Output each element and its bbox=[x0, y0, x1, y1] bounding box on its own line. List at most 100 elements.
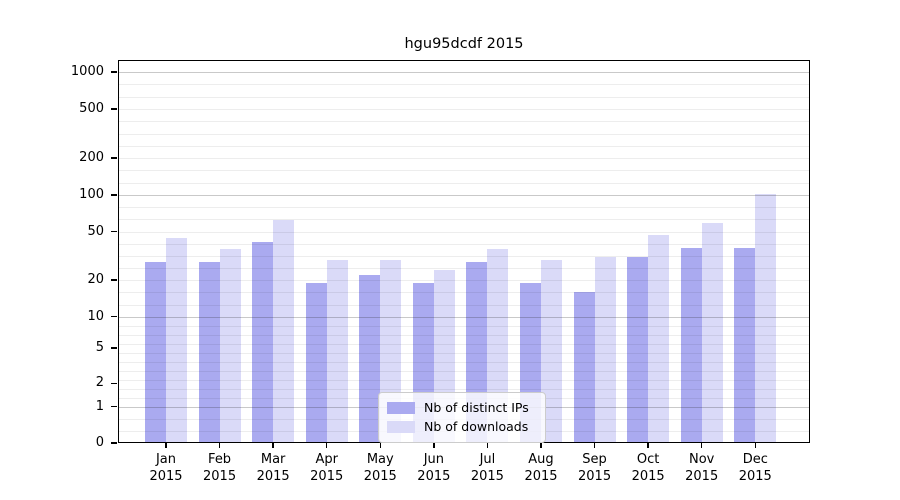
bar-downloads-mar bbox=[273, 220, 295, 443]
x-tick-label: Jan 2015 bbox=[149, 452, 183, 484]
gridline-minor bbox=[118, 96, 810, 98]
x-tick-mark bbox=[218, 443, 221, 448]
gridline-minor bbox=[118, 388, 810, 390]
y-tick-mark bbox=[111, 347, 117, 349]
gridline-minor bbox=[118, 352, 810, 354]
y-tick-mark bbox=[111, 108, 117, 110]
x-tick-mark bbox=[272, 443, 274, 448]
y-tick-label: 1 bbox=[95, 398, 104, 414]
legend-item-distinct-ips: Nb of distinct IPs bbox=[387, 398, 537, 417]
x-tick-label: Sep 2015 bbox=[578, 452, 612, 484]
x-tick-label: Aug 2015 bbox=[524, 452, 558, 484]
legend-label-downloads: Nb of downloads bbox=[424, 419, 529, 434]
bar-distinct-ips-jan bbox=[145, 262, 166, 443]
bar-distinct-ips-sep bbox=[573, 291, 595, 443]
gridline-minor bbox=[118, 219, 810, 221]
chart-title: hgu95dcdf 2015 bbox=[404, 36, 524, 52]
gridline-minor bbox=[118, 325, 810, 327]
gridline-minor bbox=[118, 145, 810, 147]
bar-downloads-dec bbox=[755, 194, 777, 443]
gridline-minor bbox=[118, 207, 810, 209]
x-tick-label: Mar 2015 bbox=[256, 452, 290, 484]
gridline-minor bbox=[118, 370, 810, 372]
y-tick-label: 10 bbox=[87, 308, 104, 324]
gridline-minor bbox=[118, 231, 810, 233]
y-tick-label: 2 bbox=[95, 375, 104, 391]
bar-downloads-apr bbox=[326, 260, 348, 443]
bar-downloads-jan bbox=[166, 238, 187, 443]
gridline-minor bbox=[118, 108, 810, 110]
y-tick-mark bbox=[111, 316, 117, 318]
y-tick-mark bbox=[111, 157, 117, 159]
bar-distinct-ips-oct bbox=[627, 256, 649, 443]
y-tick-label: 500 bbox=[79, 101, 104, 117]
gridline-minor bbox=[118, 292, 810, 294]
bar-distinct-ips-dec bbox=[734, 247, 756, 443]
gridline-major bbox=[118, 316, 810, 318]
gridline-minor bbox=[118, 304, 810, 306]
gridline-minor bbox=[118, 280, 810, 282]
y-tick-label: 0 bbox=[95, 435, 104, 450]
gridline-major bbox=[118, 72, 810, 73]
x-tick-mark bbox=[701, 443, 703, 448]
y-tick-mark bbox=[111, 71, 117, 73]
bar-downloads-nov bbox=[701, 222, 723, 443]
bar-downloads-aug bbox=[540, 260, 562, 443]
gridline-minor bbox=[118, 343, 810, 345]
x-tick-label: Nov 2015 bbox=[685, 452, 719, 484]
gridline-minor bbox=[118, 133, 810, 135]
x-tick-label: Apr 2015 bbox=[310, 452, 344, 484]
y-tick-mark bbox=[111, 442, 117, 444]
y-tick-mark bbox=[111, 230, 117, 233]
legend-label-distinct-ips: Nb of distinct IPs bbox=[424, 400, 529, 415]
bar-downloads-oct bbox=[648, 234, 670, 443]
y-tick-label: 5 bbox=[95, 340, 104, 355]
gridline-major bbox=[118, 195, 810, 196]
gridline-minor bbox=[118, 84, 810, 86]
y-tick-mark bbox=[111, 194, 117, 196]
y-tick-label: 50 bbox=[87, 223, 104, 239]
gridline-minor bbox=[118, 379, 810, 381]
y-tick-label: 1000 bbox=[70, 64, 104, 79]
gridline-minor bbox=[118, 361, 810, 363]
y-tick-label: 100 bbox=[79, 187, 104, 202]
gridline-minor bbox=[118, 255, 810, 257]
x-tick-label: May 2015 bbox=[363, 452, 397, 484]
legend-item-downloads: Nb of downloads bbox=[387, 417, 537, 436]
x-tick-label: Oct 2015 bbox=[631, 452, 665, 484]
x-tick-label: Jul 2015 bbox=[470, 452, 504, 484]
y-tick-label: 20 bbox=[87, 272, 104, 288]
x-tick-mark bbox=[433, 443, 435, 448]
gridline-minor bbox=[118, 182, 810, 184]
bar-downloads-sep bbox=[594, 256, 616, 443]
x-tick-label: Dec 2015 bbox=[738, 452, 772, 484]
gridline-minor bbox=[118, 158, 810, 160]
legend-swatch-distinct-ips bbox=[387, 401, 415, 414]
y-tick-label: 200 bbox=[79, 149, 104, 165]
y-tick-mark bbox=[111, 406, 117, 408]
gridline-minor bbox=[118, 121, 810, 123]
x-tick-label: Feb 2015 bbox=[203, 452, 237, 484]
x-tick-mark bbox=[326, 443, 328, 448]
y-tick-mark bbox=[111, 279, 117, 281]
gridline-minor bbox=[118, 268, 810, 269]
bar-distinct-ips-feb bbox=[198, 262, 220, 443]
bar-distinct-ips-mar bbox=[252, 242, 274, 443]
bar-distinct-ips-apr bbox=[305, 282, 327, 443]
y-tick-mark bbox=[111, 382, 117, 384]
legend: Nb of distinct IPs Nb of downloads bbox=[378, 392, 546, 443]
gridline-minor bbox=[118, 334, 810, 336]
x-tick-mark bbox=[647, 443, 649, 448]
x-tick-mark bbox=[486, 443, 489, 448]
x-tick-mark bbox=[379, 443, 381, 448]
bar-distinct-ips-may bbox=[359, 275, 381, 443]
x-tick-mark bbox=[593, 443, 596, 448]
x-tick-mark bbox=[540, 443, 542, 448]
gridline-minor bbox=[118, 243, 810, 245]
bar-distinct-ips-nov bbox=[680, 247, 702, 443]
gridline-minor bbox=[118, 170, 810, 172]
legend-swatch-downloads bbox=[387, 420, 415, 433]
x-tick-label: Jun 2015 bbox=[417, 452, 451, 484]
x-tick-mark bbox=[754, 443, 756, 448]
